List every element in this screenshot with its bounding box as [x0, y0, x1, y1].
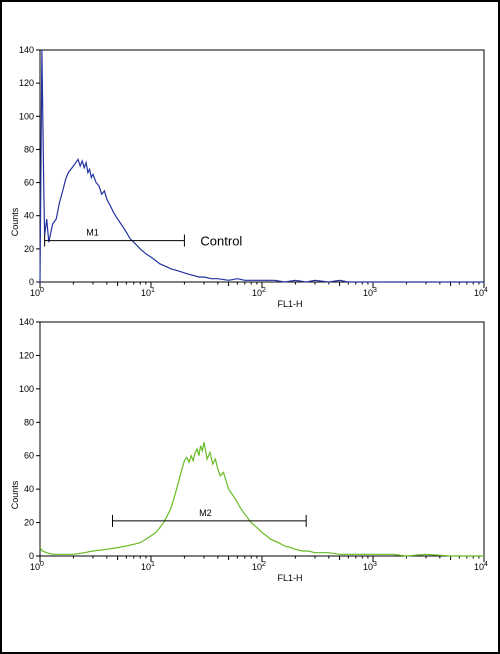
histogram-series-line: [39, 442, 484, 557]
y-tick-label: 20: [24, 518, 34, 528]
y-tick-label: 60: [24, 451, 34, 461]
control-annotation: Control: [200, 234, 242, 249]
y-tick-label: 140: [19, 45, 34, 55]
x-tick-label: 103: [363, 561, 377, 572]
y-tick-label: 20: [24, 244, 34, 254]
y-tick-label: 120: [19, 350, 34, 360]
x-tick-label: 101: [141, 561, 155, 572]
marker-gate-label: M1: [86, 228, 99, 238]
y-tick-label: 40: [24, 484, 34, 494]
x-axis-label: FL1-H: [277, 573, 302, 583]
x-tick-label: 100: [30, 561, 44, 572]
y-tick-label: 120: [19, 78, 34, 88]
control-histogram-panel: 0 20 40 60 80 100 120 140 Counts 100 101 102 103 104 F…: [10, 45, 488, 309]
y-tick-label: 100: [19, 111, 34, 121]
y-tick-label: 0: [29, 551, 34, 561]
x-tick-label: 100: [30, 287, 44, 298]
y-axis-label: Counts: [10, 480, 20, 509]
y-tick-label: 140: [19, 317, 34, 327]
x-tick-label: 104: [474, 561, 488, 572]
x-tick-label: 102: [252, 287, 266, 298]
sample-histogram-panel: 0 20 40 60 80 100 120 140 Counts 100 101 102 103 104 F…: [10, 317, 488, 583]
x-tick-label: 104: [474, 287, 488, 298]
y-tick-label: 80: [24, 144, 34, 154]
x-axis-label: FL1-H: [277, 299, 302, 309]
y-tick-label: 80: [24, 417, 34, 427]
x-tick-label: 102: [252, 561, 266, 572]
x-tick-label: 101: [141, 287, 155, 298]
marker-gate-label: M2: [199, 508, 212, 518]
y-tick-label: 0: [29, 277, 34, 287]
y-axis-label: Counts: [10, 207, 20, 236]
y-tick-label: 100: [19, 384, 34, 394]
y-tick-label: 60: [24, 178, 34, 188]
x-tick-label: 103: [363, 287, 377, 298]
y-tick-label: 40: [24, 211, 34, 221]
